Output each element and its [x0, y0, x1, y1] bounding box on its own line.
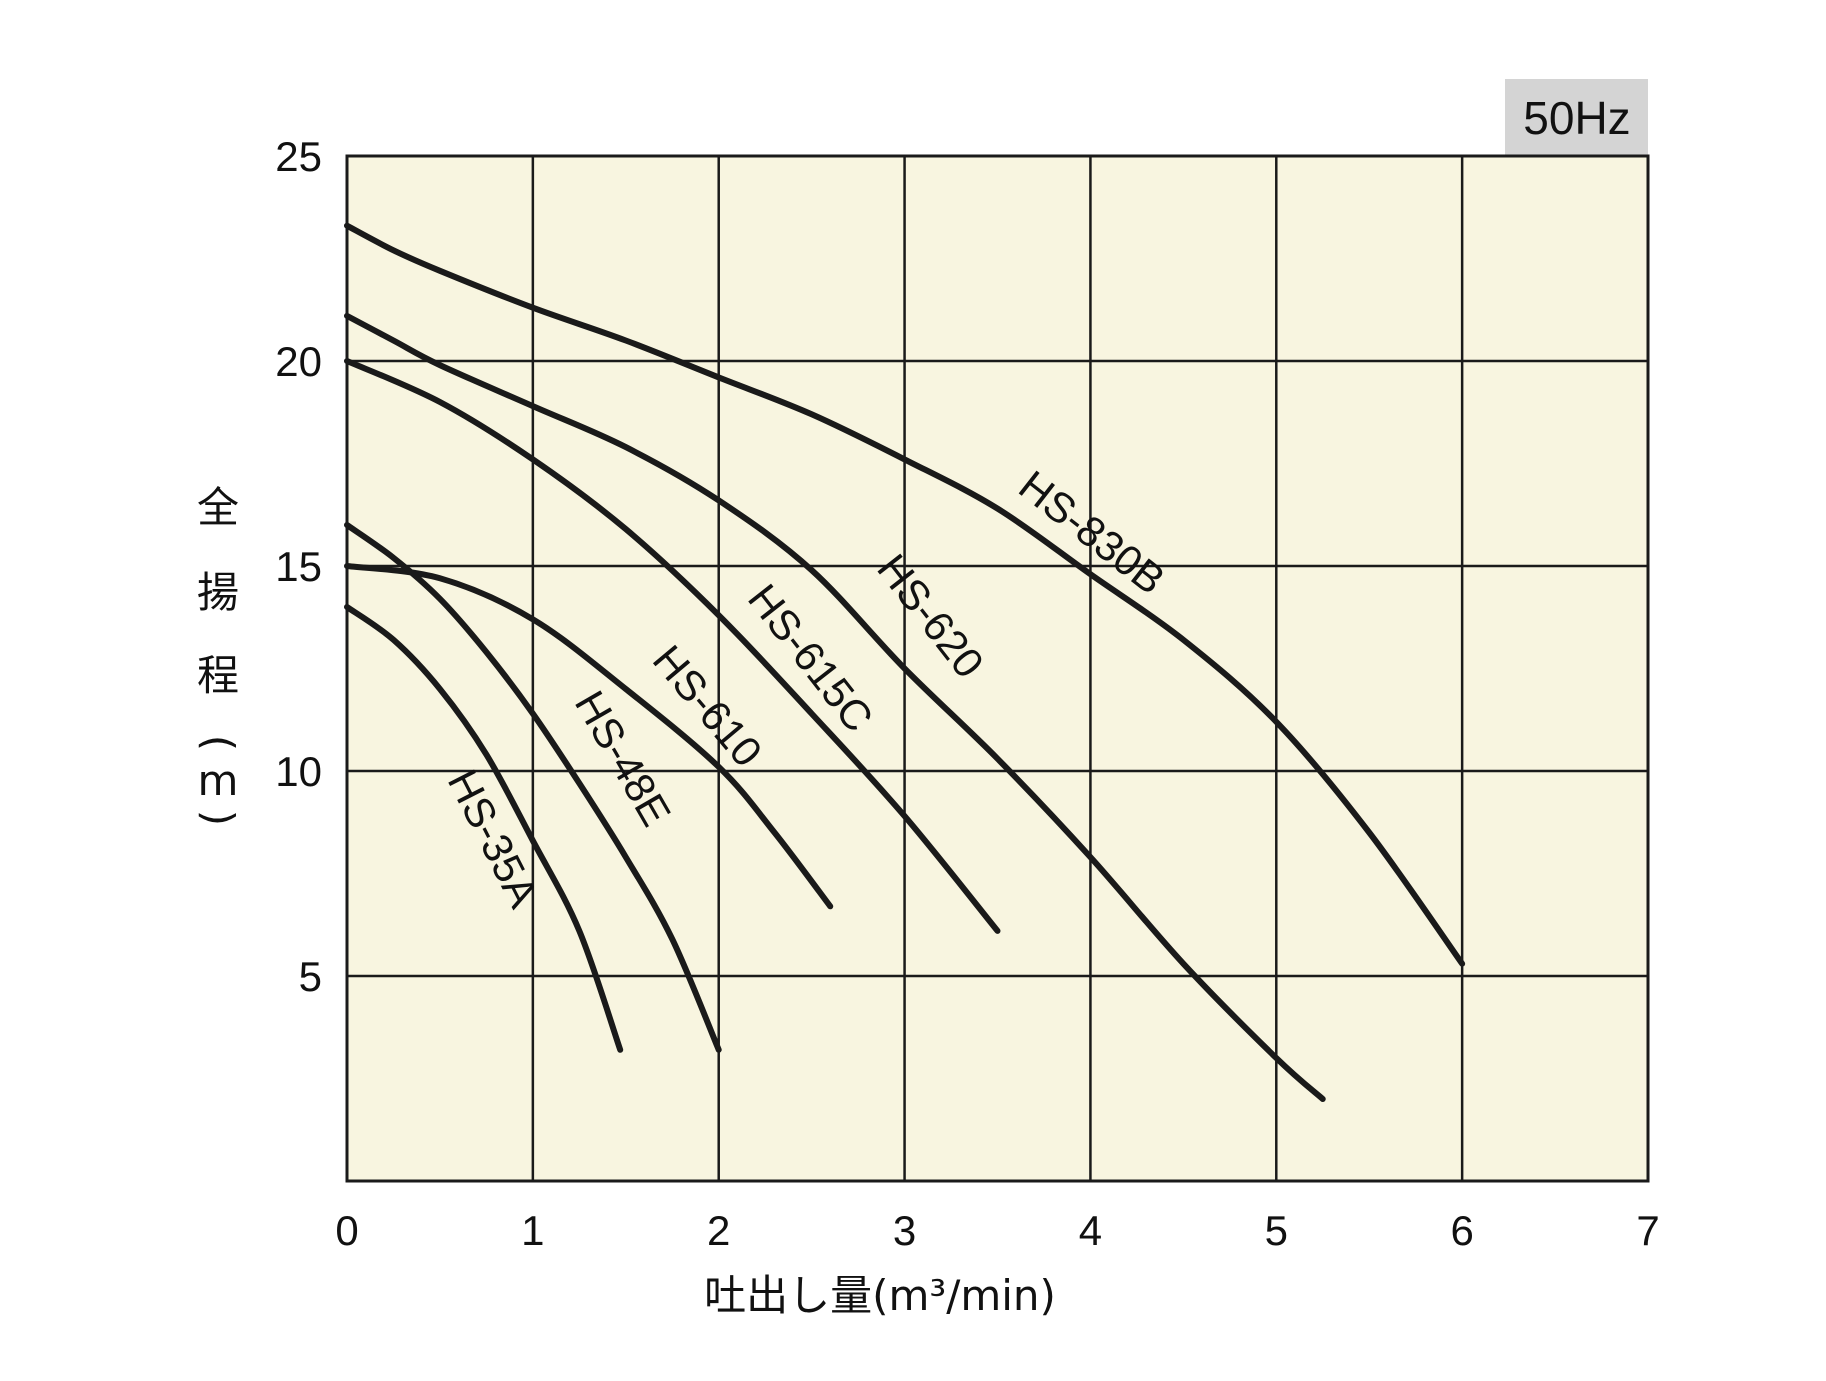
grid-lines — [347, 156, 1648, 1181]
x-tick-label: 6 — [1450, 1207, 1473, 1254]
y-tick-labels: 5 10 15 20 25 — [275, 133, 322, 1000]
x-tick-label: 7 — [1636, 1207, 1659, 1254]
y-axis-label-char: 程 — [197, 651, 239, 700]
frequency-badge-bg — [1505, 79, 1648, 155]
series-curves — [344, 222, 1466, 1102]
y-axis-label-char: ) — [194, 810, 243, 826]
curve-hs-35a — [344, 604, 624, 1053]
x-axis-label: 吐出し量(m³/min) — [704, 1271, 1056, 1320]
y-tick-label: 10 — [275, 748, 322, 795]
x-tick-label: 4 — [1079, 1207, 1102, 1254]
y-tick-label: 5 — [299, 953, 322, 1000]
x-tick-label: 1 — [521, 1207, 544, 1254]
frequency-badge: 50Hz — [1505, 79, 1648, 155]
x-tick-label: 3 — [893, 1207, 916, 1254]
curve-hs-615c — [344, 358, 1001, 934]
plot-frame — [345, 154, 1650, 1183]
frequency-badge-label: 50Hz — [1523, 92, 1630, 144]
y-axis-label-char: 揚 — [197, 568, 239, 617]
curve-hs-610 — [344, 563, 834, 910]
y-axis-label-char: m — [198, 756, 239, 805]
x-tick-label: 5 — [1265, 1207, 1288, 1254]
y-axis-label-char: 全 — [197, 483, 239, 532]
curve-hs-620 — [344, 312, 1326, 1102]
x-tick-labels: 0 1 2 3 4 5 6 7 — [335, 1207, 1659, 1254]
x-tick-label: 2 — [707, 1207, 730, 1254]
curve-hs-48e — [344, 522, 722, 1053]
curve-hs-830b — [344, 222, 1466, 967]
y-axis-label: 全揚程 ( m) — [194, 483, 243, 826]
x-tick-label: 0 — [335, 1207, 358, 1254]
y-tick-label: 20 — [275, 338, 322, 385]
y-tick-label: 15 — [275, 543, 322, 590]
y-tick-label: 25 — [275, 133, 322, 180]
plot-area — [347, 156, 1648, 1181]
y-axis-label-char: ( — [194, 735, 243, 751]
